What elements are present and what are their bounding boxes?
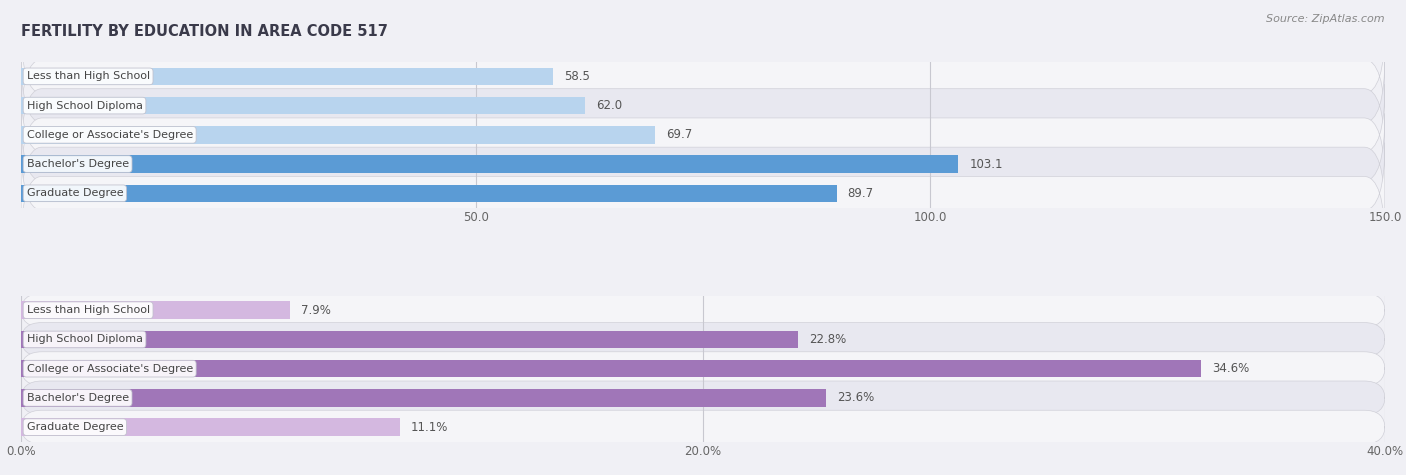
Text: 58.5: 58.5 (564, 70, 589, 83)
FancyBboxPatch shape (21, 410, 1385, 444)
Bar (21, 67, 553, 85)
Text: 69.7: 69.7 (665, 128, 692, 142)
Text: FERTILITY BY EDUCATION IN AREA CODE 517: FERTILITY BY EDUCATION IN AREA CODE 517 (21, 24, 388, 39)
Bar (21, 389, 825, 407)
Text: Bachelor's Degree: Bachelor's Degree (27, 159, 129, 169)
Text: College or Associate's Degree: College or Associate's Degree (27, 364, 193, 374)
Text: Less than High School: Less than High School (27, 71, 149, 81)
Text: Graduate Degree: Graduate Degree (27, 422, 124, 432)
Bar (21, 126, 655, 143)
Text: 7.9%: 7.9% (301, 304, 332, 317)
Bar (21, 302, 291, 319)
Bar (21, 155, 959, 173)
FancyBboxPatch shape (21, 55, 1385, 156)
Bar (21, 331, 799, 348)
Text: Graduate Degree: Graduate Degree (27, 188, 124, 198)
FancyBboxPatch shape (21, 352, 1385, 386)
Bar (21, 185, 837, 202)
Text: Less than High School: Less than High School (27, 305, 149, 315)
Text: 62.0: 62.0 (596, 99, 621, 112)
Bar (21, 97, 585, 114)
FancyBboxPatch shape (21, 114, 1385, 215)
FancyBboxPatch shape (21, 142, 1385, 244)
Text: 34.6%: 34.6% (1212, 362, 1249, 375)
Text: 89.7: 89.7 (848, 187, 873, 200)
FancyBboxPatch shape (21, 26, 1385, 127)
Text: College or Associate's Degree: College or Associate's Degree (27, 130, 193, 140)
Bar (21, 418, 399, 436)
Text: 11.1%: 11.1% (411, 421, 449, 434)
FancyBboxPatch shape (21, 323, 1385, 356)
Text: 103.1: 103.1 (969, 158, 1002, 171)
FancyBboxPatch shape (21, 381, 1385, 415)
Text: Source: ZipAtlas.com: Source: ZipAtlas.com (1267, 14, 1385, 24)
Text: Bachelor's Degree: Bachelor's Degree (27, 393, 129, 403)
Text: High School Diploma: High School Diploma (27, 334, 142, 344)
Text: 23.6%: 23.6% (837, 391, 875, 404)
Bar (21, 360, 1201, 378)
Text: 22.8%: 22.8% (810, 333, 846, 346)
FancyBboxPatch shape (21, 84, 1385, 186)
Text: High School Diploma: High School Diploma (27, 101, 142, 111)
FancyBboxPatch shape (21, 294, 1385, 327)
